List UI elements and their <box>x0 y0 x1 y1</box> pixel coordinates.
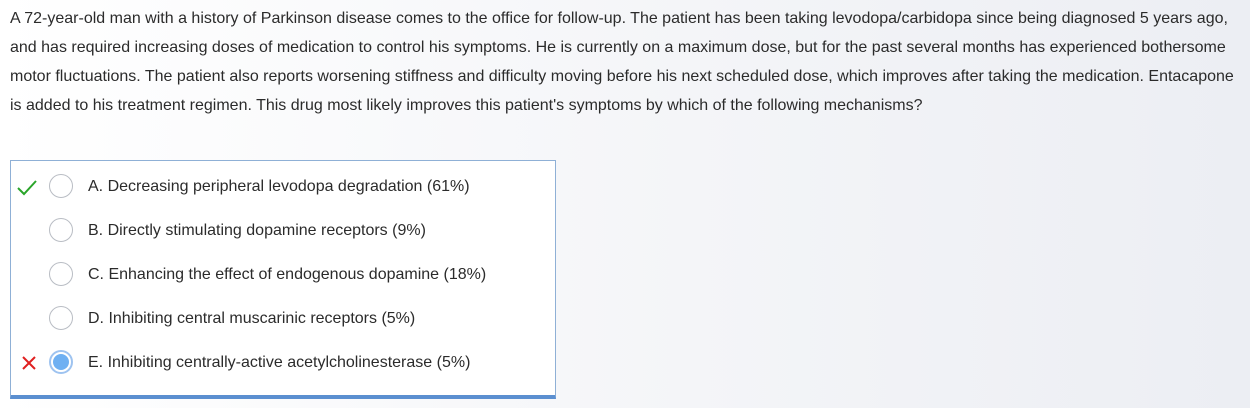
check-icon <box>15 177 39 197</box>
choice-a-radio[interactable] <box>49 174 73 198</box>
choice-d-label: D. Inhibiting central muscarinic recepto… <box>88 310 416 327</box>
choice-c-label: C. Enhancing the effect of endogenous do… <box>88 266 487 283</box>
choice-e-radio-selected[interactable] <box>49 350 73 374</box>
choice-c-radio[interactable] <box>49 262 73 286</box>
choice-b-label: B. Directly stimulating dopamine recepto… <box>88 222 426 239</box>
x-icon <box>15 353 39 373</box>
choice-a-label: A. Decreasing peripheral levodopa degrad… <box>88 178 470 195</box>
choice-e-label: E. Inhibiting centrally-active acetylcho… <box>88 354 471 371</box>
choice-d-radio[interactable] <box>49 306 73 330</box>
answer-choices-box: A. Decreasing peripheral levodopa degrad… <box>10 160 556 399</box>
choice-e[interactable]: E. Inhibiting centrally-active acetylcho… <box>11 341 555 385</box>
choice-b[interactable]: B. Directly stimulating dopamine recepto… <box>11 209 555 253</box>
choice-d[interactable]: D. Inhibiting central muscarinic recepto… <box>11 297 555 341</box>
question-stem: A 72-year-old man with a history of Park… <box>10 10 1234 114</box>
choice-c[interactable]: C. Enhancing the effect of endogenous do… <box>11 253 555 297</box>
choice-b-radio[interactable] <box>49 218 73 242</box>
choice-a[interactable]: A. Decreasing peripheral levodopa degrad… <box>11 165 555 209</box>
